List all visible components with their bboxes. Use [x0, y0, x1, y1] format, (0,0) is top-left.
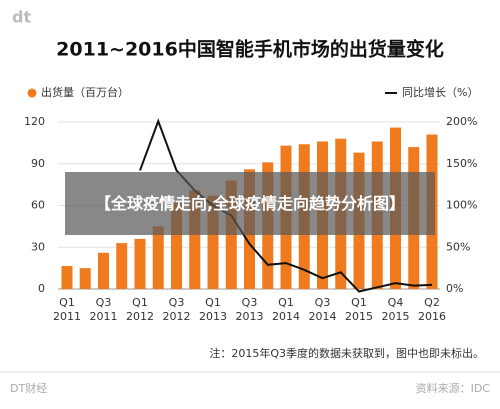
y2-tick-label: 0%	[446, 282, 463, 295]
bar	[79, 268, 91, 289]
x-tick-label: 2013	[199, 310, 227, 323]
banner: 【全球疫情走向,全球疫情走向趋势分析图】	[65, 172, 435, 235]
x-tick-label: 2016	[418, 310, 446, 323]
y-tick-label: 120	[24, 115, 45, 128]
x-tick-label: Q1	[59, 296, 75, 309]
y-tick-label: 60	[31, 199, 45, 212]
bar	[98, 252, 109, 289]
x-tick-label: 2015	[382, 310, 410, 323]
x-tick-label: 2013	[236, 310, 264, 323]
x-tick-label: Q2	[424, 296, 440, 309]
y-tick-label: 90	[31, 157, 45, 170]
logo: dt	[12, 8, 31, 27]
bar	[61, 266, 73, 289]
bar	[116, 243, 128, 289]
x-tick-label: 2012	[163, 310, 191, 323]
x-tick-label: Q1	[205, 296, 221, 309]
x-tick-label: 2015	[345, 310, 373, 323]
bar	[171, 202, 182, 289]
x-tick-label: 2011	[53, 310, 81, 323]
x-tick-label: Q3	[169, 296, 185, 309]
chart-title: 2011~2016中国智能手机市场的出货量变化	[56, 38, 444, 61]
x-tick-label: Q4	[388, 296, 404, 309]
bar	[134, 238, 146, 289]
x-tick-label: 2011	[90, 310, 118, 323]
bar	[152, 226, 164, 289]
x-tick-label: Q3	[96, 296, 112, 309]
x-tick-label: Q1	[132, 296, 148, 309]
y2-tick-label: 50%	[446, 240, 470, 253]
note: 注：2015年Q3季度的数据未获取到，图中也即未标出。	[209, 346, 484, 360]
x-tick-label: Q1	[278, 296, 294, 309]
y2-tick-label: 200%	[446, 115, 477, 128]
x-tick-label: Q3	[315, 296, 331, 309]
legend-label: 出货量（百万台）	[41, 85, 129, 99]
footer-left: DT财经	[10, 381, 47, 395]
x-tick-label: Q1	[351, 296, 367, 309]
y-tick-label: 30	[31, 240, 45, 253]
bar	[207, 195, 219, 289]
x-tick-label: 2014	[309, 310, 337, 323]
y2-tick-label: 150%	[446, 157, 477, 170]
footer-right: 资料来源：IDC	[416, 381, 491, 395]
legend-marker	[27, 88, 37, 98]
bar	[189, 190, 201, 289]
x-tick-label: 2012	[126, 310, 154, 323]
x-tick-label: Q3	[242, 296, 258, 309]
legend-label: 同比增长（%）	[402, 85, 478, 99]
y-tick-label: 0	[38, 282, 45, 295]
x-tick-label: 2014	[272, 310, 300, 323]
y2-tick-label: 100%	[446, 199, 477, 212]
